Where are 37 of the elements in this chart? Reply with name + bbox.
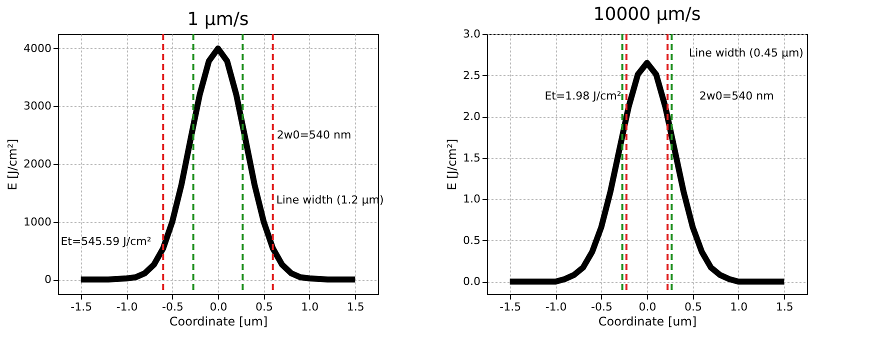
y-tick-label: 2000 [24, 158, 52, 170]
y-tick-label: 1.0 [463, 192, 480, 206]
annotation: Et=545.59 J/cm² [60, 235, 152, 248]
x-tick-label: -0.5 [591, 300, 613, 314]
y-tick-label: 0.5 [463, 234, 480, 247]
annotation: Line width (0.45 μm) [688, 46, 804, 60]
y-tick-label: 2.0 [463, 110, 480, 124]
x-tick-label: -1.0 [545, 300, 567, 314]
x-tick-label: 0.0 [638, 300, 656, 314]
y-tick-label: 1000 [24, 215, 52, 228]
annotation: Et=1.98 J/cm² [544, 89, 622, 102]
y-tick-label: 3.0 [463, 28, 480, 40]
y-tick-label: 0.0 [463, 275, 480, 288]
y-tick-label: 4000 [24, 42, 52, 55]
x-tick-label: -0.5 [162, 300, 184, 314]
x-axis-title: Coordinate [um] [169, 314, 268, 328]
annotation: 2w0=540 nm [699, 89, 774, 102]
y-tick-label: 0 [44, 273, 52, 286]
x-tick-label: 1.5 [346, 300, 364, 314]
chart-title: 10000 μm/s [593, 4, 701, 25]
x-tick-label: 0.5 [255, 300, 273, 314]
annotation: 2w0=540 nm [276, 128, 352, 142]
y-tick-label: 3000 [24, 100, 52, 113]
x-tick-label: 0.0 [210, 300, 228, 314]
y-tick-label: 1.5 [463, 151, 480, 164]
x-tick-label: -1.5 [70, 300, 92, 314]
x-tick-label: 1.0 [301, 300, 319, 314]
chart-title: 1 μm/s [187, 9, 249, 30]
x-axis-title: Coordinate [um] [598, 314, 697, 328]
y-axis-title: E [J/cm²] [445, 138, 460, 190]
x-tick-label: -1.5 [500, 300, 522, 314]
x-tick-label: -1.0 [116, 300, 138, 314]
y-tick-label: 2.5 [463, 68, 480, 82]
x-tick-label: 0.5 [684, 300, 702, 314]
y-axis-title: E [J/cm²] [6, 138, 20, 190]
x-tick-label: 1.5 [776, 300, 794, 314]
x-tick-label: 1.0 [730, 300, 748, 314]
